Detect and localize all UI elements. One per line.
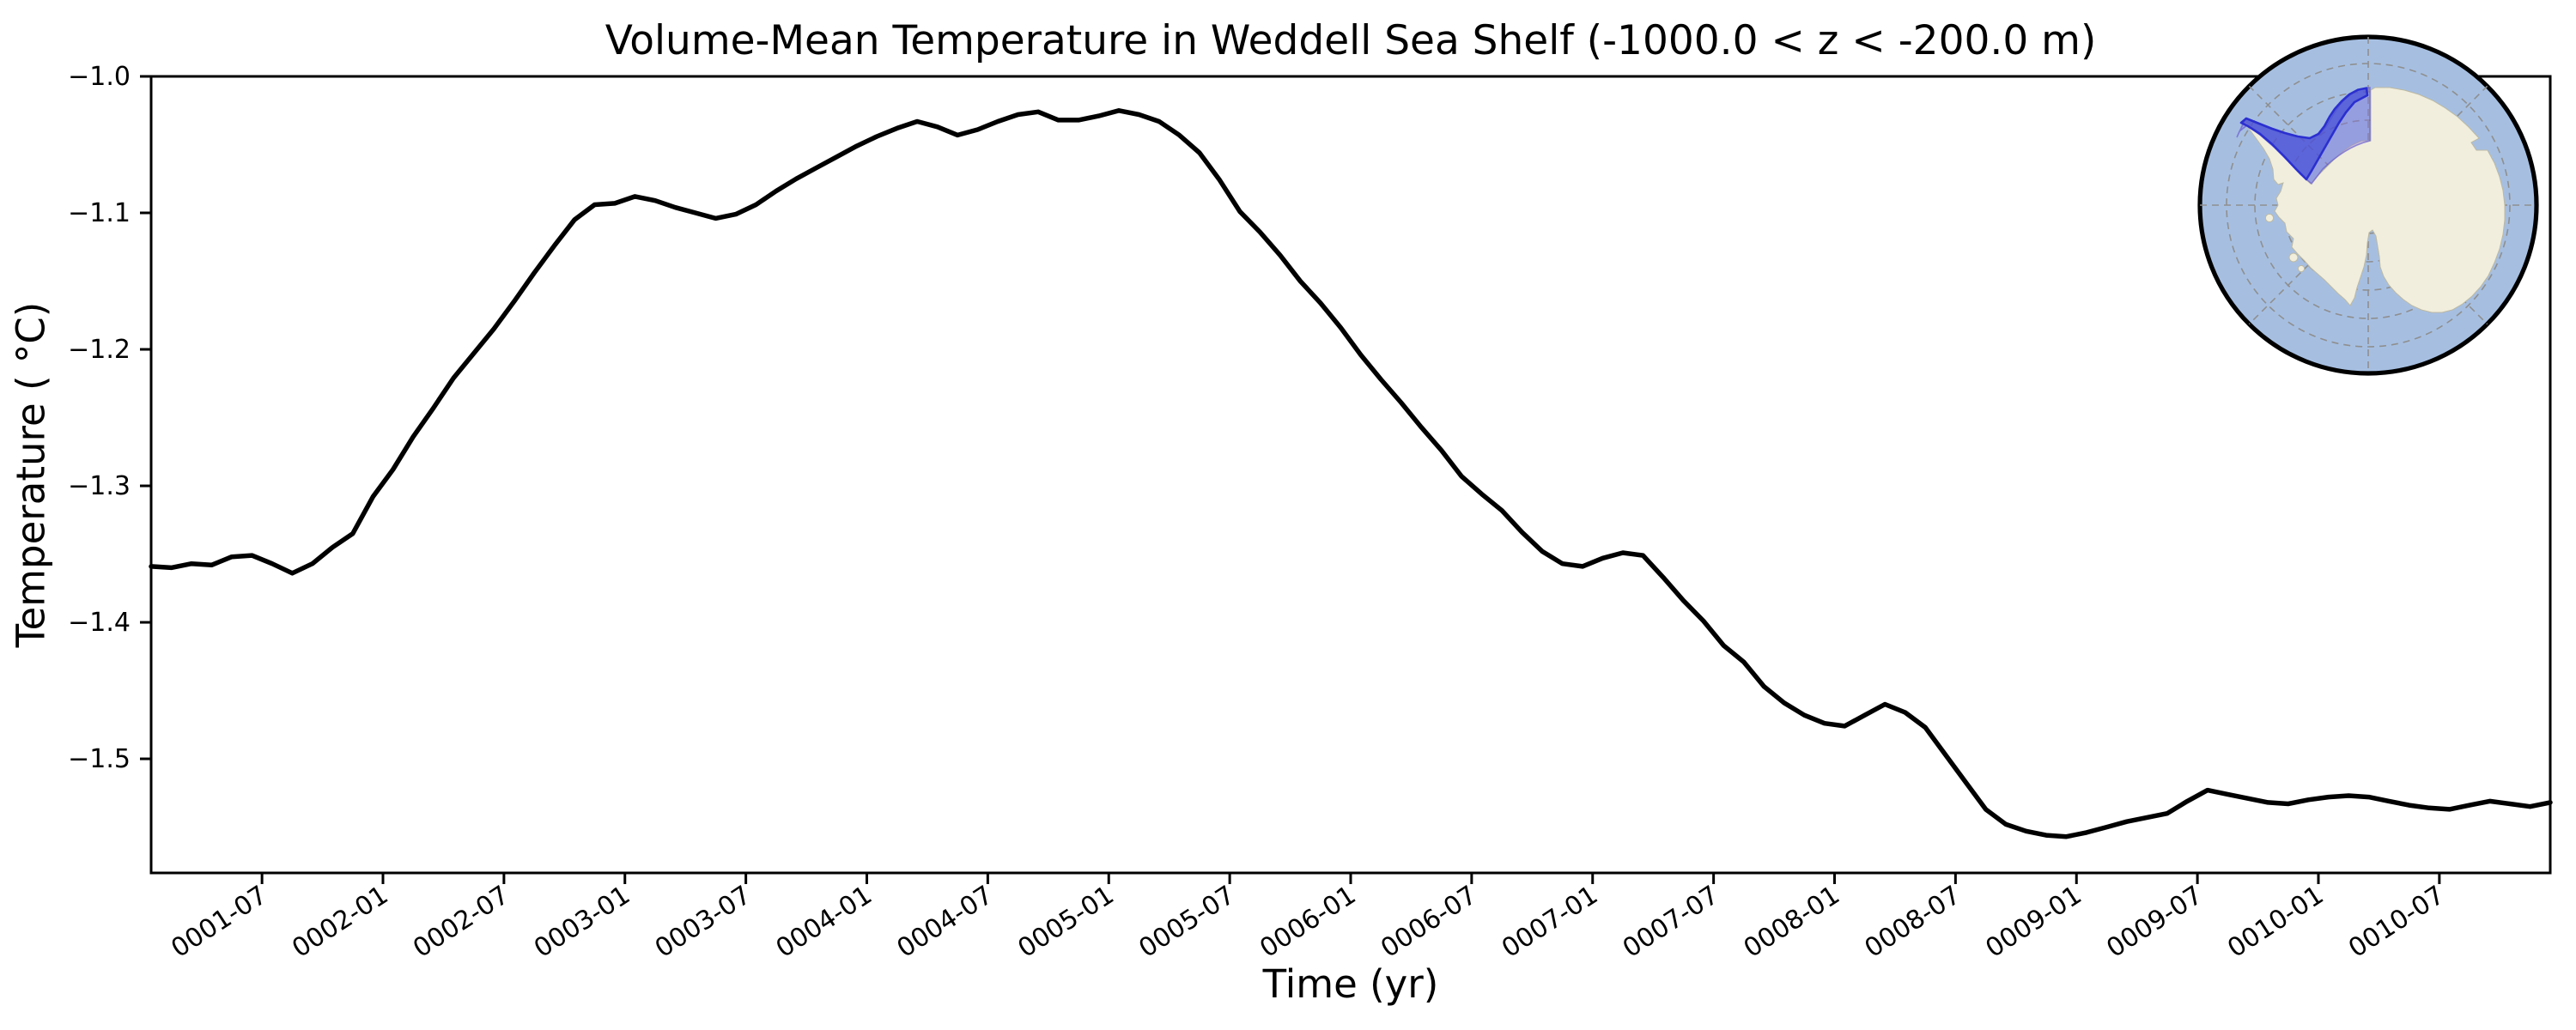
x-tick-label: 0003-07 bbox=[650, 880, 756, 964]
temperature-line bbox=[149, 108, 2553, 839]
x-tick-label: 0004-01 bbox=[771, 880, 878, 964]
y-tick-label: −1.0 bbox=[68, 62, 131, 92]
island bbox=[2297, 264, 2306, 273]
x-tick-label: 0002-07 bbox=[408, 880, 514, 964]
x-tick-label: 0009-01 bbox=[1980, 880, 2087, 964]
x-tick-label: 0006-01 bbox=[1255, 880, 1361, 964]
x-tick-label: 0009-07 bbox=[2101, 880, 2208, 964]
y-axis-label: Temperature ( °C) bbox=[8, 301, 54, 648]
x-axis-label: Time (yr) bbox=[1262, 961, 1439, 1007]
y-axis-ticks: −1.0 −1.1 −1.2 −1.3 −1.4 −1.5 bbox=[68, 62, 151, 774]
inset-antarctica-land bbox=[2241, 87, 2506, 313]
x-tick-label: 0005-07 bbox=[1133, 880, 1240, 964]
x-tick-label: 0010-07 bbox=[2343, 880, 2450, 964]
y-tick-label: −1.3 bbox=[68, 471, 131, 501]
x-tick-label: 0008-07 bbox=[1860, 880, 1966, 964]
chart-title: Volume-Mean Temperature in Weddell Sea S… bbox=[605, 17, 2097, 64]
x-tick-label: 0005-01 bbox=[1012, 880, 1119, 964]
antarctica-inset-map bbox=[2197, 34, 2539, 376]
island bbox=[2288, 252, 2299, 263]
x-tick-label: 0006-07 bbox=[1376, 880, 1482, 964]
x-tick-label: 0007-07 bbox=[1618, 880, 1724, 964]
inset-shelf-band bbox=[2239, 87, 2369, 181]
antarctica-continent bbox=[2241, 87, 2506, 313]
x-tick-label: 0007-01 bbox=[1497, 880, 1603, 964]
x-tick-label: 0003-01 bbox=[529, 880, 635, 964]
island bbox=[2264, 213, 2275, 223]
y-tick-label: −1.5 bbox=[68, 744, 131, 774]
x-tick-label: 0001-07 bbox=[166, 880, 272, 964]
x-tick-label: 0004-07 bbox=[892, 880, 999, 964]
y-tick-label: −1.1 bbox=[68, 198, 131, 228]
x-axis-ticks: 0001-07 0002-01 0002-07 0003-01 0003-07 0004-… bbox=[166, 873, 2450, 964]
y-tick-label: −1.4 bbox=[68, 608, 131, 638]
x-tick-label: 0002-01 bbox=[287, 880, 393, 964]
x-tick-label: 0010-01 bbox=[2222, 880, 2329, 964]
x-tick-label: 0008-01 bbox=[1739, 880, 1845, 964]
y-tick-label: −1.2 bbox=[68, 335, 131, 365]
axes-spines bbox=[149, 75, 2552, 875]
